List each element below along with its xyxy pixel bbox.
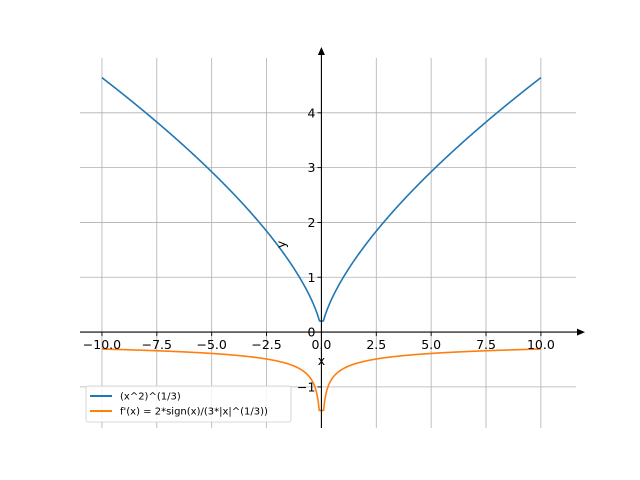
x-tick-label: 2.5 — [366, 337, 386, 352]
y-axis-label: y — [273, 240, 288, 248]
x-axis-label: x — [318, 353, 325, 368]
x-tick-label: −7.5 — [142, 337, 172, 352]
x-tick-label: 5.0 — [421, 337, 441, 352]
y-tick-label: 3 — [307, 160, 315, 175]
legend-box — [85, 385, 292, 423]
y-tick-label: 0 — [307, 325, 315, 340]
x-tick-label: −5.0 — [197, 337, 227, 352]
y-tick-label: 1 — [307, 270, 315, 285]
x-tick-label: 7.5 — [476, 337, 496, 352]
ticks: −10.0 −7.5 −5.0 −2.5 0.0 2.5 5.0 7.5 10.0 −1 0 1 2 3 4 — [83, 105, 555, 394]
grid — [80, 58, 576, 428]
y-axis-arrow — [317, 47, 325, 55]
x-tick-label: 10.0 — [527, 337, 555, 352]
x-tick-label: −10.0 — [83, 337, 121, 352]
legend-entry-series-1: (x^2)^(1/3) — [120, 392, 181, 403]
x-tick-label: −2.5 — [251, 337, 281, 352]
x-tick-label: 0.0 — [311, 337, 331, 352]
legend: (x^2)^(1/3) f'(x) = 2*sign(x)/(3*|x|^(1/… — [85, 385, 292, 423]
x-axis-arrow — [577, 328, 585, 336]
y-tick-label: 2 — [307, 215, 315, 230]
axes — [80, 47, 585, 428]
y-tick-label: 4 — [307, 105, 315, 120]
legend-entry-series-2: f'(x) = 2*sign(x)/(3*|x|^(1/3)) — [120, 407, 268, 418]
y-tick-label: −1 — [297, 379, 315, 394]
